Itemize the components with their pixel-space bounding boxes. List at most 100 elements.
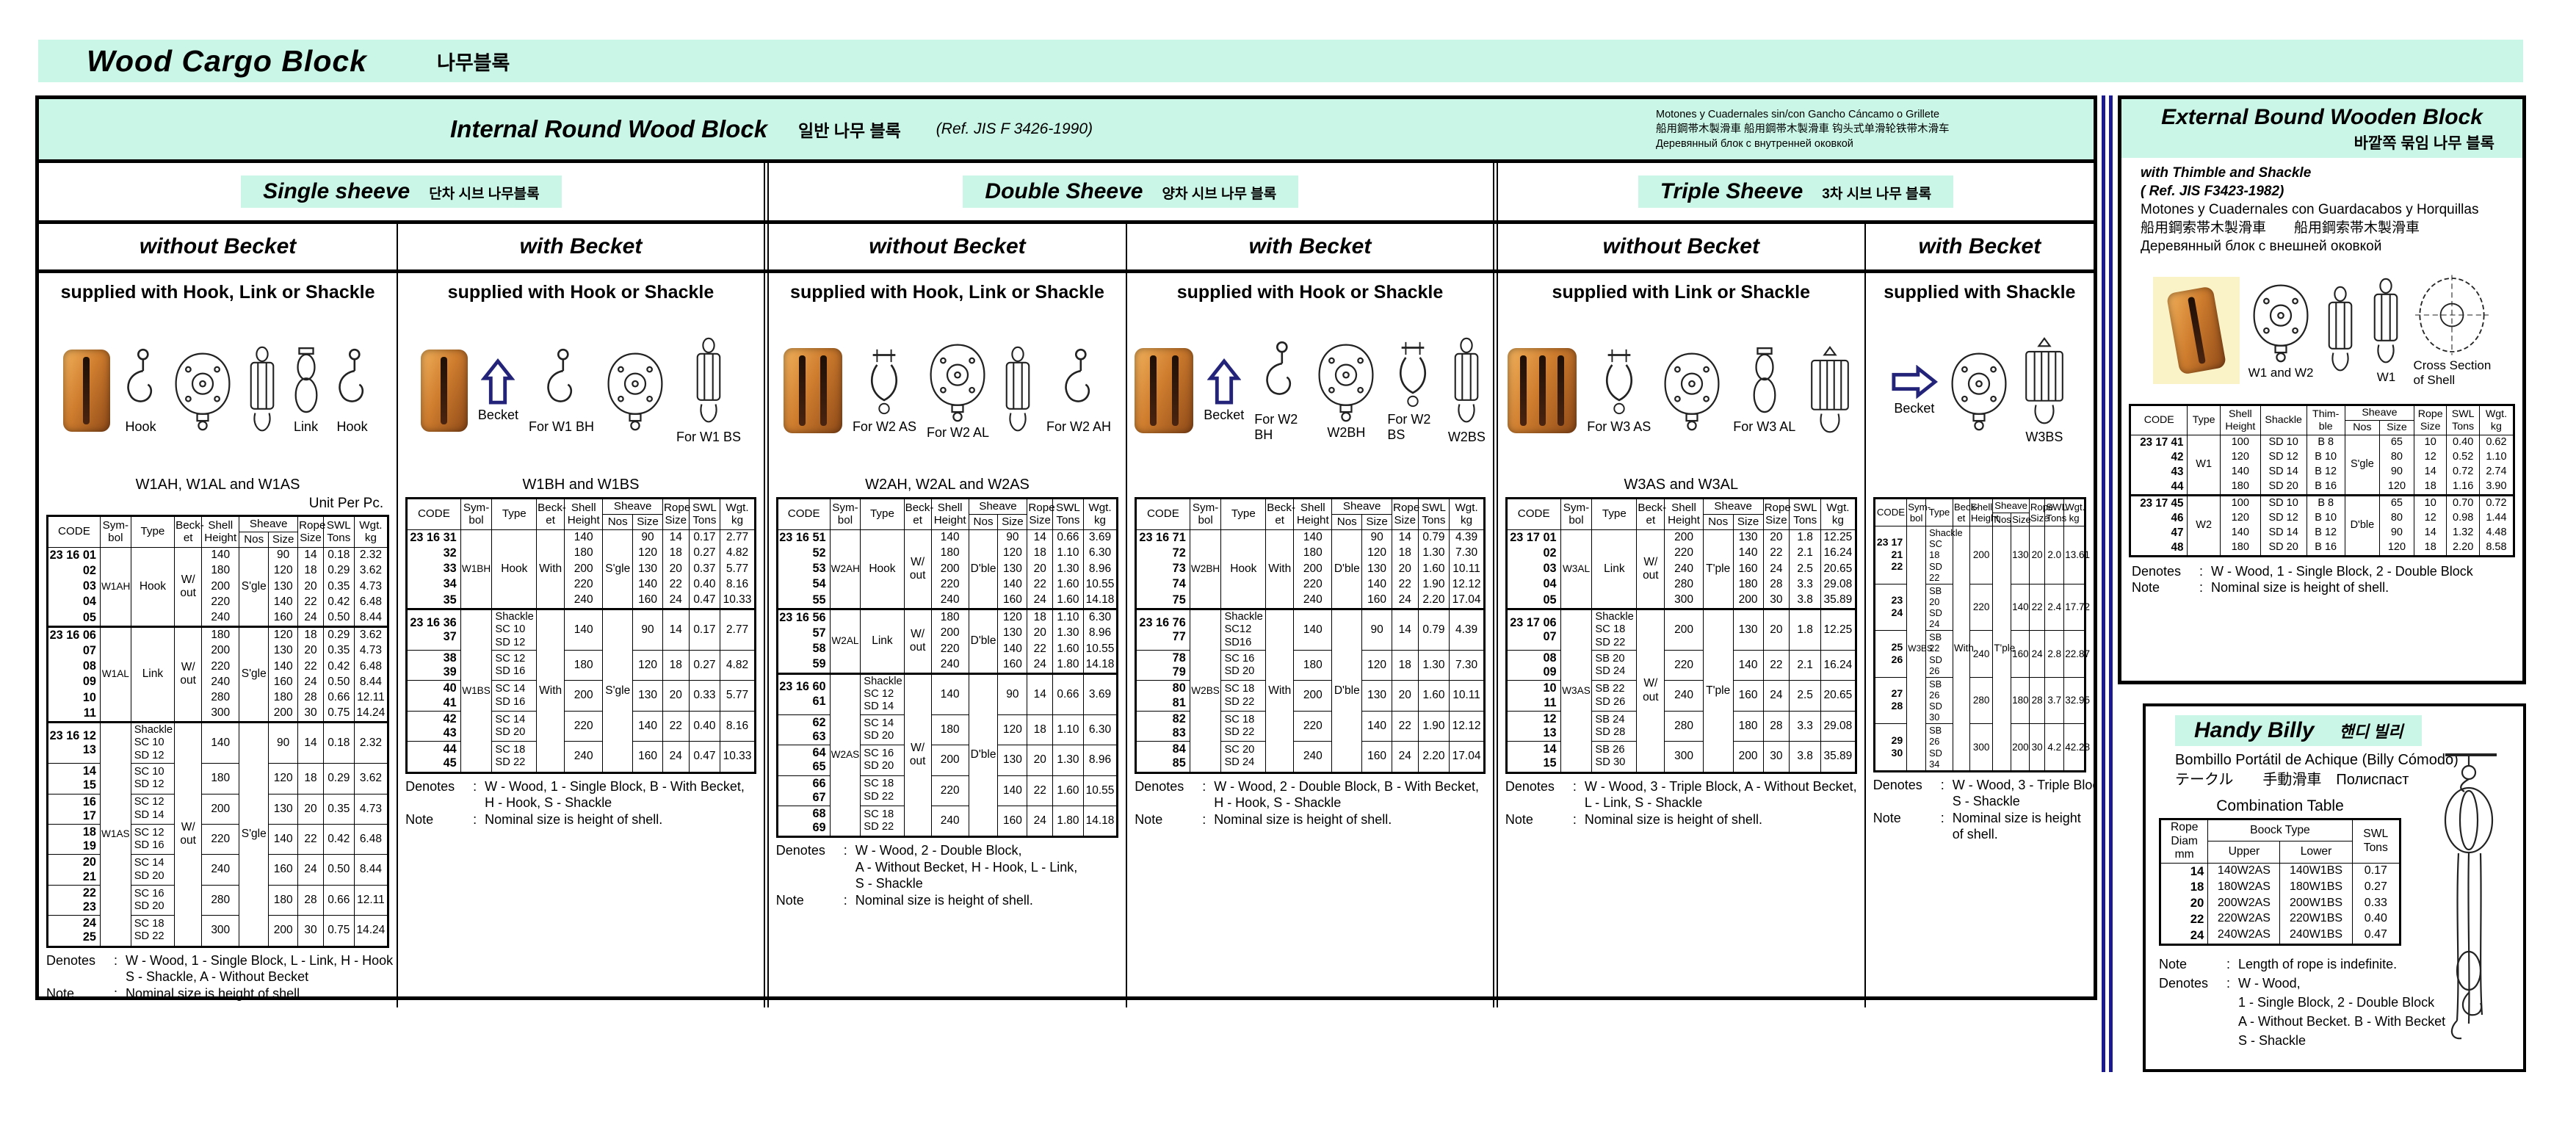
- side-sketch-icon: [690, 336, 727, 427]
- colon: :: [2199, 563, 2204, 579]
- handy-title-strip: Handy Billy 핸디 빌리: [2175, 715, 2423, 746]
- table-row: 43 140 SD 14 B 12 90 14 0.72 2.74: [2129, 464, 2515, 479]
- table-row: 04 220 140 22 0.42 6.48: [47, 594, 389, 610]
- cell: 8.96: [1082, 561, 1118, 577]
- cell: 20.65: [1820, 561, 1856, 577]
- cell: 0.42: [322, 659, 355, 675]
- section-double-sheave: Double Sheeve 양차 시브 나무 블록: [763, 163, 1493, 220]
- figure-caption: Hook: [336, 419, 368, 434]
- cell: S'gle: [239, 721, 269, 947]
- cell: 180: [268, 884, 299, 916]
- column-header: CODE: [1135, 498, 1190, 530]
- cell: 140: [632, 576, 663, 593]
- cell: SD 20: [2260, 479, 2307, 496]
- cell: 14: [2413, 525, 2447, 540]
- cell: 22: [1027, 775, 1054, 806]
- cell: 0.29: [322, 625, 355, 644]
- cell: 0.17: [688, 607, 721, 651]
- cell: 8.96: [1082, 626, 1118, 642]
- table-row: 18 19 SC 12 SD 16 220 140 22 0.42 6.48: [47, 823, 389, 855]
- header-row: CODE Sym- bol Type Beck- et Shell Height Shea…: [47, 515, 389, 548]
- hook-sketch-icon: [332, 347, 373, 417]
- cell: 54: [776, 576, 831, 593]
- denotes-line: A - Without Becket. B - With Becket: [2238, 1013, 2446, 1029]
- table-row: 74 220 140 22 1.90 12.12: [1135, 576, 1485, 593]
- table-row: 29 30 SB 26 SD 34 300 200 30 4.2 42.28: [1873, 723, 2090, 772]
- column-header: Size: [1732, 513, 1764, 530]
- section-single-sheave: Single sheeve 단차 시브 나무블록: [39, 163, 764, 220]
- side-figure: [244, 345, 281, 436]
- note-label: Note: [775, 892, 804, 908]
- cell: 140: [1361, 576, 1392, 593]
- column-header: Wgt. kg: [2478, 405, 2515, 435]
- cell: 0.17: [688, 529, 721, 546]
- cell: 1.8: [1789, 529, 1822, 546]
- cell: 18: [1392, 546, 1419, 562]
- column-header: Shackle: [2260, 405, 2307, 435]
- table-row: 18 180W2AS 180W1BS 0.27: [2159, 879, 2401, 896]
- wood-block-photo: [2166, 286, 2226, 376]
- cell: 240: [201, 609, 240, 627]
- band-ml-spanish: Motones y Cuadernales sin/con Gancho Cán…: [1656, 108, 1940, 120]
- table-row: 23 16 12 13 W1AS Shackle SC 10 SD 12 W/ out…: [47, 721, 389, 947]
- cell: 18 19: [47, 823, 101, 855]
- cell: 100: [2219, 435, 2261, 450]
- cell: 14: [297, 547, 324, 564]
- cell: 240: [201, 854, 240, 886]
- figure-group-caption: [1135, 477, 1486, 496]
- cell: 90: [997, 672, 1028, 715]
- cell: 0.18: [322, 721, 355, 764]
- cell: 6.30: [1082, 714, 1118, 745]
- cell: SB 20 SD 24: [1591, 649, 1638, 681]
- column-header: Lower: [2279, 841, 2353, 864]
- cell: 30: [297, 915, 324, 947]
- denotes-line: W - Wood, 1 - Single Block, 2 - Double B…: [2211, 563, 2473, 579]
- header-row: CODE Sym- bol Type Beck- et Shell Height Shea…: [776, 498, 1118, 530]
- cell: 130: [268, 643, 299, 659]
- cell: 140: [930, 529, 969, 546]
- cell: 73: [1135, 561, 1190, 577]
- cell: 02: [47, 563, 101, 579]
- figure-caption: W2BH: [1327, 425, 1366, 440]
- column-header: Nos: [968, 513, 999, 530]
- cell: 2.74: [2478, 464, 2515, 479]
- side3-sketch-icon: [1806, 345, 1854, 436]
- colon: :: [2199, 580, 2204, 596]
- cell: 64 65: [776, 745, 831, 776]
- spec-table: CODE Sym- bol Type Beck- et Shell Height Shea…: [1135, 497, 1486, 774]
- cell: 68 69: [776, 805, 831, 837]
- cell: SC 14 SD 16: [491, 680, 538, 712]
- table-row: 52 180 120 18 1.10 6.30: [776, 546, 1118, 562]
- table-row: 32 180 120 18 0.27 4.82: [406, 546, 756, 562]
- cell: 130: [2011, 526, 2030, 584]
- cell: 14.24: [353, 915, 389, 947]
- cell: SD 20: [2260, 540, 2307, 557]
- section-highlight: Double Sheeve 양차 시브 나무 블록: [963, 175, 1299, 208]
- cell: B 12: [2306, 464, 2345, 479]
- cell: With: [1265, 607, 1295, 773]
- cell: 53: [776, 561, 831, 577]
- cell: 200: [1664, 607, 1704, 651]
- handy-title: Handy Billy: [2194, 718, 2315, 742]
- cell: SC 18 SD 22: [860, 805, 905, 837]
- figure-caption: For W3 AS: [1587, 419, 1651, 434]
- cell: 2.77: [720, 529, 756, 546]
- arrow-up-figure: Becket: [478, 358, 518, 423]
- cell: 6.30: [1082, 546, 1118, 562]
- cell: 10 11: [1505, 680, 1561, 712]
- cell: 100: [2219, 493, 2261, 511]
- note-text: Nominal size is height of shell.: [1952, 810, 2081, 842]
- cell: 04: [1505, 576, 1561, 593]
- spec-column-2: supplied with Hook or Shackle Becket For W…: [397, 273, 764, 1007]
- cell: 0.75: [322, 915, 355, 947]
- table-row: 59 240 160 24 1.80 14.18: [776, 656, 1118, 674]
- cell: W/ out: [174, 625, 203, 723]
- page-title: Wood Cargo Block: [87, 43, 367, 78]
- cell: 220: [564, 576, 604, 593]
- cell: 220: [564, 710, 604, 742]
- note: Note: Nominal size is height of shell.: [2132, 579, 2522, 596]
- cell: 4.73: [353, 579, 389, 595]
- cell: 180: [1293, 546, 1333, 562]
- cell: 2.20: [1417, 741, 1450, 773]
- cell: 0.47: [688, 741, 721, 773]
